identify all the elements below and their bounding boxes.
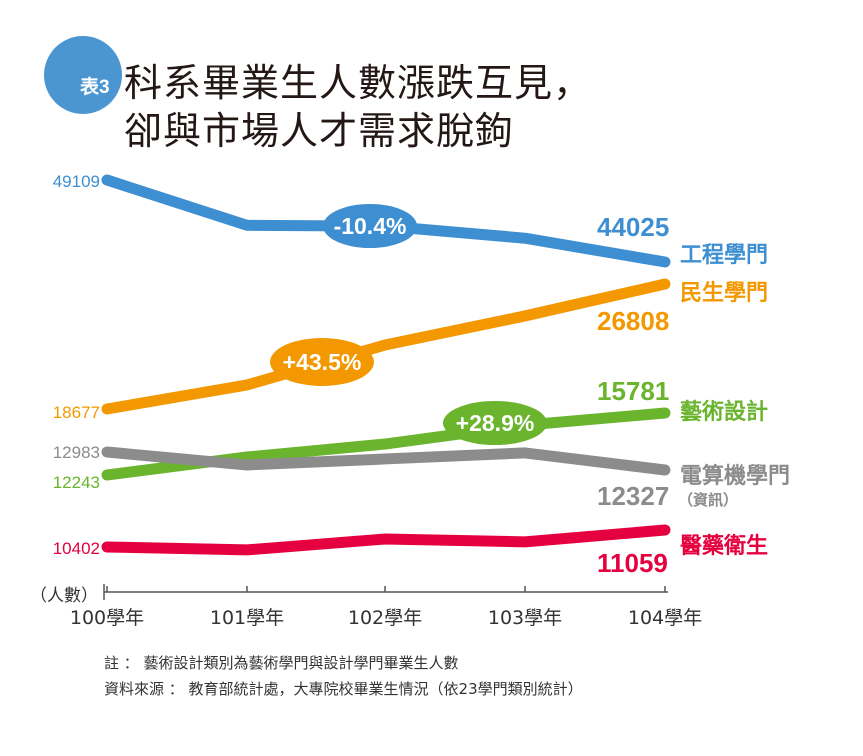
end-value-label: 11059 xyxy=(597,548,668,578)
series-name-label: 民生學門 xyxy=(680,280,768,306)
series-sub-label: （資訊） xyxy=(678,491,738,509)
series-line-1 xyxy=(101,278,671,415)
series-name-label: 電算機學門 xyxy=(680,463,790,489)
end-value-label: 15781 xyxy=(597,376,669,406)
source-note: 資料來源 ： 教育部統計處，大專院校畢業生情況（依23學門類別統計） xyxy=(104,680,583,698)
title-tag: 表3 xyxy=(80,77,110,98)
series-name-label: 醫藥衛生 xyxy=(680,533,768,559)
end-value-label: 26808 xyxy=(597,306,669,336)
x-tick-label: 101學年 xyxy=(210,607,284,629)
footnote: 註 ： 藝術設計類別為藝術學門與設計學門畢業生人數 xyxy=(104,654,459,672)
series-name-label: 藝術設計 xyxy=(680,399,768,425)
change-bubble xyxy=(323,204,417,248)
x-tick-label: 104學年 xyxy=(628,607,702,629)
change-label: +43.5% xyxy=(283,349,362,375)
series-line-2 xyxy=(101,407,671,481)
x-tick-label: 103學年 xyxy=(488,607,562,629)
start-value-label: 10402 xyxy=(53,539,100,558)
start-value-label: 18677 xyxy=(53,403,100,422)
x-tick-label: 100學年 xyxy=(70,607,144,629)
start-value-label: 12243 xyxy=(53,473,100,492)
series-line-4 xyxy=(101,524,671,556)
chart-title-line1: 科系畢業生人數漲跌互見， xyxy=(124,61,593,105)
y-axis-label: （人數） xyxy=(30,586,98,606)
x-tick-label: 102學年 xyxy=(348,607,422,629)
title-badge-circle xyxy=(44,36,122,114)
end-value-label: 12327 xyxy=(597,481,669,511)
end-value-label: 44025 xyxy=(597,212,669,242)
start-value-label: 49109 xyxy=(53,172,100,191)
change-bubble xyxy=(270,338,374,386)
change-bubble xyxy=(443,401,547,445)
change-label: -10.4% xyxy=(334,213,407,239)
start-value-label: 12983 xyxy=(53,443,100,462)
series-name-label: 工程學門 xyxy=(680,242,768,268)
change-label: +28.9% xyxy=(456,410,535,436)
chart-title-line2: 卻與市場人才需求脫鉤 xyxy=(124,109,515,153)
